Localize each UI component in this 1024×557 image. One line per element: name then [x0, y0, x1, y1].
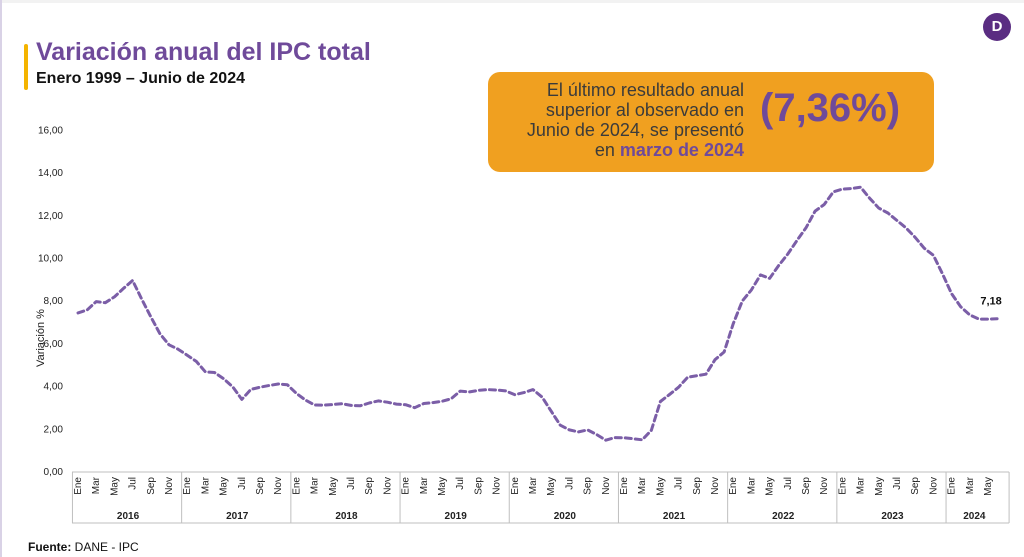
x-tick-label: Mar: [746, 476, 757, 494]
callout-line-3: Junio de 2024, se presentó: [526, 120, 744, 140]
source-label: Fuente:: [28, 540, 72, 554]
x-year-label: 2020: [554, 511, 577, 522]
x-year-label: 2021: [663, 511, 686, 522]
x-tick-label: Sep: [364, 477, 375, 495]
x-year-label: 2016: [117, 511, 140, 522]
x-tick-label: May: [655, 477, 666, 496]
x-tick-label: May: [437, 477, 448, 496]
x-tick-label: Mar: [419, 476, 430, 494]
x-tick-label: Mar: [310, 476, 321, 494]
x-tick-label: Jul: [892, 477, 903, 490]
x-tick-label: Jul: [455, 477, 466, 490]
x-tick-label: Mar: [528, 476, 539, 494]
x-tick-label: Jul: [564, 477, 575, 490]
x-tick-label: Jul: [128, 477, 139, 490]
x-tick-label: Jul: [237, 477, 248, 490]
x-year-label: 2017: [226, 511, 249, 522]
x-tick-label: Nov: [819, 477, 830, 495]
x-tick-label: Sep: [801, 477, 812, 495]
y-tick-label: 2,00: [44, 424, 64, 435]
end-data-label: 7,18: [980, 296, 1001, 308]
x-tick-label: May: [328, 477, 339, 496]
x-tick-label: Ene: [619, 477, 630, 495]
y-tick-label: 16,00: [38, 125, 63, 136]
x-tick-label: Jul: [346, 477, 357, 490]
x-tick-label: May: [765, 477, 776, 496]
y-tick-label: 10,00: [38, 254, 63, 265]
y-axis-label: Variación %: [35, 309, 47, 367]
x-tick-label: Mar: [856, 476, 867, 494]
x-tick-label: Ene: [837, 477, 848, 495]
x-tick-label: May: [983, 477, 994, 496]
title-accent-bar: [24, 44, 28, 90]
left-border: [0, 0, 2, 557]
callout-text: El último resultado anual superior al ob…: [496, 80, 744, 160]
x-tick-label: Ene: [73, 477, 84, 495]
chart-subtitle: Enero 1999 – Junio de 2024: [36, 70, 245, 87]
x-year-label: 2019: [445, 511, 468, 522]
y-tick-label: 4,00: [44, 382, 64, 393]
y-tick-label: 6,00: [44, 339, 64, 350]
y-tick-label: 8,00: [44, 296, 64, 307]
series-line: [76, 185, 999, 442]
x-year-label: 2022: [772, 511, 795, 522]
x-tick-label: Sep: [146, 477, 157, 495]
x-tick-label: Ene: [401, 477, 412, 495]
y-tick-label: 14,00: [38, 168, 63, 179]
x-tick-label: Nov: [710, 477, 721, 495]
callout-line-1: El último resultado anual: [546, 80, 744, 100]
x-tick-label: May: [546, 477, 557, 496]
x-tick-label: Sep: [692, 477, 703, 495]
x-tick-label: May: [874, 477, 885, 496]
x-tick-label: Ene: [510, 477, 521, 495]
x-tick-label: Ene: [291, 477, 302, 495]
x-year-label: 2024: [963, 511, 986, 522]
x-tick-label: Ene: [182, 477, 193, 495]
x-tick-label: Ene: [947, 477, 958, 495]
x-tick-label: Nov: [164, 477, 175, 495]
x-tick-label: Nov: [601, 477, 612, 495]
y-tick-label: 0,00: [44, 467, 64, 478]
callout-value: (7,36%): [760, 86, 901, 130]
x-tick-label: Jul: [783, 477, 794, 490]
x-tick-label: Sep: [473, 477, 484, 495]
x-year-label: 2023: [881, 511, 904, 522]
x-tick-label: Mar: [91, 476, 102, 494]
x-tick-label: May: [219, 477, 230, 496]
x-tick-label: Sep: [910, 477, 921, 495]
x-tick-label: Nov: [492, 477, 503, 495]
y-tick-label: 12,00: [38, 211, 63, 222]
x-tick-label: Sep: [255, 477, 266, 495]
x-tick-label: Mar: [200, 476, 211, 494]
x-tick-label: May: [109, 477, 120, 496]
callout-line-2: superior al observado en: [545, 100, 744, 120]
source-note: Fuente: DANE - IPC: [28, 540, 139, 554]
x-tick-label: Nov: [928, 477, 939, 495]
x-year-label: 2018: [335, 511, 358, 522]
top-border: [0, 0, 1024, 3]
x-tick-label: Nov: [382, 477, 393, 495]
callout-line-4-prefix: en: [594, 140, 620, 160]
callout-box: El último resultado anual superior al ob…: [488, 72, 934, 172]
x-tick-label: Mar: [637, 476, 648, 494]
x-tick-label: Mar: [965, 476, 976, 494]
x-tick-label: Sep: [583, 477, 594, 495]
x-tick-label: Jul: [674, 477, 685, 490]
dane-logo-icon: D: [983, 13, 1011, 41]
x-tick-label: Nov: [273, 477, 284, 495]
callout-highlight-date: marzo de 2024: [619, 140, 744, 160]
x-tick-label: Ene: [728, 477, 739, 495]
chart-title: Variación anual del IPC total: [36, 38, 371, 66]
source-text: DANE - IPC: [71, 540, 139, 554]
